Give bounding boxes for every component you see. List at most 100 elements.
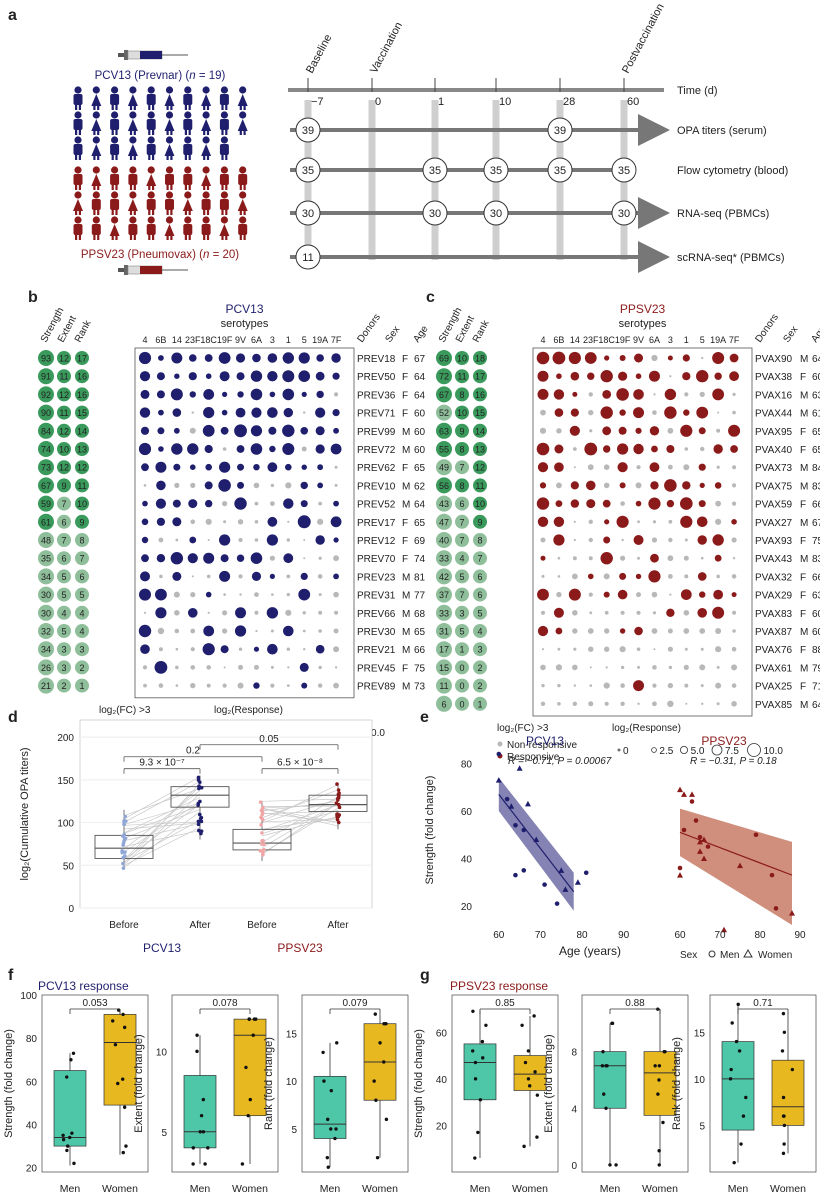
data-point [728, 1077, 733, 1081]
person-head [74, 216, 82, 224]
donor-id: PVAX25 [755, 682, 792, 693]
person-leg [188, 154, 191, 160]
rank-value: 12 [475, 463, 485, 473]
data-point [336, 820, 341, 825]
serotype-dot [572, 628, 578, 634]
data-point [262, 847, 266, 852]
paired-line [123, 819, 201, 863]
rank-dot [473, 533, 487, 547]
person-leg [225, 154, 228, 160]
serotype-dot [698, 427, 706, 435]
data-point [121, 843, 125, 847]
serotype-dot [616, 515, 629, 528]
data-point [334, 1127, 338, 1131]
data-point [781, 1095, 786, 1100]
rank-value: 5 [79, 590, 84, 600]
rank-dot [473, 587, 487, 602]
donor-age: 64 [414, 372, 426, 383]
serotype-dot [539, 427, 547, 434]
rank-value: 8 [477, 536, 482, 546]
sample-count: 35 [554, 165, 566, 177]
y-tick-label: 200 [57, 733, 74, 744]
data-point [197, 784, 201, 788]
person-leg [239, 234, 242, 240]
donor-sex: F [800, 536, 806, 547]
person-head [202, 111, 210, 119]
data-point [335, 817, 340, 822]
extent-value: 11 [59, 372, 68, 382]
x-tick-label: After [189, 920, 211, 931]
serotype-dot [143, 611, 147, 614]
x-axis-label: Age (years) [559, 944, 621, 958]
donor-age: 66 [812, 572, 820, 583]
strength-dot [38, 368, 54, 385]
rank-value: 14 [77, 426, 87, 436]
serotype-dot [333, 537, 339, 543]
person-leg [221, 209, 224, 215]
donor-id: PVAX95 [755, 427, 792, 438]
serotype-dot [269, 573, 275, 580]
serotype-dot [156, 517, 166, 526]
serotype-dot [700, 684, 704, 688]
person-head [129, 86, 137, 94]
serotype-dot [713, 444, 723, 454]
data-point [246, 1113, 250, 1118]
men-point [681, 827, 687, 833]
donor-sex: M [800, 627, 808, 638]
serotype-dot [333, 500, 339, 507]
serotype-label: 4 [540, 335, 545, 345]
serotype-dot [684, 647, 688, 651]
legend-men-symbol [708, 950, 716, 958]
serotype-dot [222, 501, 228, 507]
serotype-dot [282, 388, 295, 401]
person-leg [206, 234, 210, 240]
data-point [191, 1162, 195, 1166]
serotype-dot [556, 428, 562, 434]
legend-title: log₂(Response) [612, 723, 681, 734]
serotype-dot [537, 625, 549, 637]
serotype-dot [315, 644, 325, 654]
person-leg [129, 209, 133, 215]
sample-count-circle [422, 200, 448, 226]
serotype-dot [238, 647, 243, 651]
data-point [196, 775, 201, 780]
extent-value: 12 [59, 390, 69, 400]
rank-dot [473, 678, 487, 693]
data-point [657, 1163, 661, 1167]
donor-id: PREV12 [357, 536, 396, 547]
data-point [326, 1165, 330, 1169]
donor-id: PVAX76 [755, 645, 792, 656]
data-point [197, 828, 201, 833]
person-icon [127, 191, 138, 215]
serotype-dot [172, 408, 182, 417]
serotype-dot [204, 481, 213, 490]
data-point [333, 1136, 337, 1141]
serotype-dot [668, 665, 673, 670]
person-body [201, 224, 211, 235]
serotype-dot [332, 409, 340, 417]
data-point [604, 1106, 608, 1110]
data-point [335, 814, 340, 819]
person-leg [221, 234, 224, 240]
serotype-dot [684, 574, 689, 579]
person-leg [152, 104, 155, 110]
syringe-grip [124, 50, 128, 60]
extent-value: 1 [459, 645, 464, 655]
donor-id: PVAX75 [755, 481, 792, 492]
panel-f-label: f [8, 967, 14, 984]
donor-sex: F [402, 409, 408, 420]
serotype-dot [269, 555, 275, 561]
strength-dot [38, 477, 54, 494]
data-point [258, 800, 263, 804]
donor-age: 77 [414, 591, 426, 602]
person-icon [201, 136, 212, 160]
data-point [374, 1098, 378, 1102]
time-day-label: 10 [499, 96, 511, 108]
serotype-label: 19F [615, 335, 631, 345]
person-leg [93, 129, 96, 135]
syringe-grip [124, 265, 128, 275]
person-head [220, 216, 228, 224]
person-head [165, 136, 174, 144]
legend-title: log₂(FC) >3 [99, 705, 151, 716]
serotype-dot [332, 372, 340, 380]
